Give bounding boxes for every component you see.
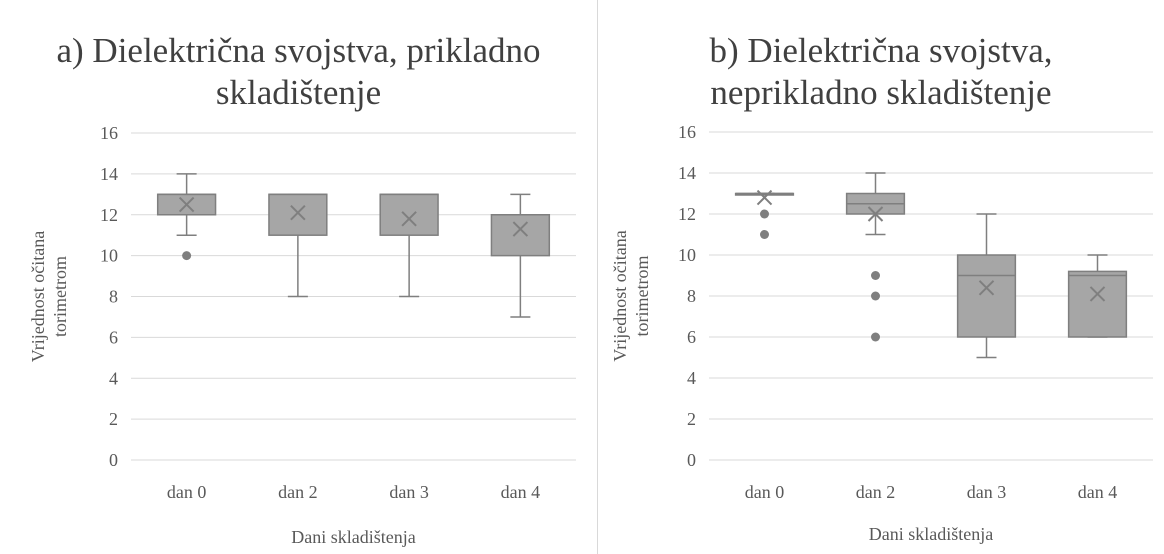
x-tick-label: dan 4 — [1078, 482, 1118, 502]
y-tick-label: 10 — [100, 246, 118, 266]
y-tick-label: 2 — [687, 409, 696, 429]
chart-title-a-line-2: skladištenje — [215, 73, 382, 112]
chart-panel-b: b) Dielektrična svojstva, neprikladno sk… — [598, 0, 1164, 554]
y-tick-label: 6 — [687, 327, 696, 347]
box-iqr — [490, 214, 551, 257]
box-iqr — [1067, 270, 1128, 338]
x-tick-label: dan 2 — [856, 482, 896, 502]
chart-title-a-line-1: a) Dielektrična svojstva, prikladno — [56, 31, 541, 70]
y-tick-label: 10 — [678, 245, 696, 265]
x-tick-label: dan 4 — [501, 482, 541, 502]
outlier-point — [182, 251, 192, 261]
chart-title-a: a) Dielektrična svojstva, prikladno skla… — [0, 30, 597, 114]
box-plot-b: 0 2 4 6 8 10 12 14 16 Vrijednost očitana torimetro… — [610, 122, 1153, 544]
box-4 — [1067, 254, 1128, 338]
mean-marker — [290, 204, 306, 221]
y-tick-label: 8 — [687, 286, 696, 306]
outlier-point — [760, 230, 769, 239]
y-axis-label: torimetrom — [632, 256, 652, 337]
box-4 — [490, 193, 551, 318]
x-tick-label: dan 3 — [967, 482, 1007, 502]
mean-marker — [978, 280, 995, 296]
box-2 — [268, 193, 328, 298]
x-axis-label: Dani skladištenja — [291, 527, 415, 547]
chart-panel-a: a) Dielektrična svojstva, prikladno skla… — [0, 0, 598, 554]
x-tick-label: dan 2 — [278, 482, 318, 502]
y-axis-label: torimetrom — [50, 256, 70, 337]
y-tick-label: 2 — [109, 409, 118, 429]
x-tick-label: dan 0 — [167, 482, 207, 502]
outlier-point — [871, 291, 880, 301]
y-tick-label: 4 — [109, 368, 118, 388]
box-1 — [734, 189, 795, 239]
y-tick-label: 0 — [109, 450, 118, 470]
box-iqr — [956, 254, 1017, 338]
mean-marker — [867, 206, 884, 222]
box-3 — [379, 193, 439, 298]
y-axis-label: Vrijednost očitana — [610, 230, 630, 361]
box-2 — [845, 172, 906, 342]
box-1 — [156, 173, 217, 261]
mean-marker — [756, 189, 773, 206]
x-tick-label: dan 0 — [745, 482, 785, 502]
box-plot-a: 0 2 4 6 8 10 12 14 16 Vrijednost očitana torimetro… — [28, 123, 576, 547]
y-tick-label: 16 — [678, 122, 696, 142]
outlier-point — [760, 209, 769, 219]
y-tick-label: 14 — [678, 163, 696, 183]
x-tick-label: dan 3 — [389, 482, 429, 502]
mean-marker — [512, 221, 529, 237]
y-tick-label: 14 — [100, 164, 118, 184]
y-tick-label: 0 — [687, 450, 696, 470]
y-axis-label: Vrijednost očitana — [28, 231, 48, 362]
y-tick-label: 8 — [109, 287, 118, 307]
y-tick-label: 12 — [100, 205, 118, 225]
mean-marker — [401, 211, 417, 227]
box-iqr — [268, 193, 328, 236]
x-axis-label: Dani skladištenja — [869, 524, 993, 544]
mean-marker — [1089, 286, 1106, 302]
y-tick-label: 12 — [678, 204, 696, 224]
chart-title-b-line-2: neprikladno skladištenje — [710, 73, 1052, 112]
outlier-point — [871, 332, 880, 342]
y-tick-label: 4 — [687, 368, 696, 388]
outlier-point — [871, 271, 880, 280]
y-tick-label: 16 — [100, 123, 118, 143]
chart-title-b: b) Dielektrična svojstva, neprikladno sk… — [598, 30, 1164, 114]
mean-marker — [178, 196, 195, 213]
chart-title-b-line-1: b) Dielektrična svojstva, — [709, 31, 1053, 70]
box-3 — [956, 213, 1017, 359]
y-tick-label: 6 — [109, 327, 118, 347]
box-iqr — [379, 193, 439, 236]
